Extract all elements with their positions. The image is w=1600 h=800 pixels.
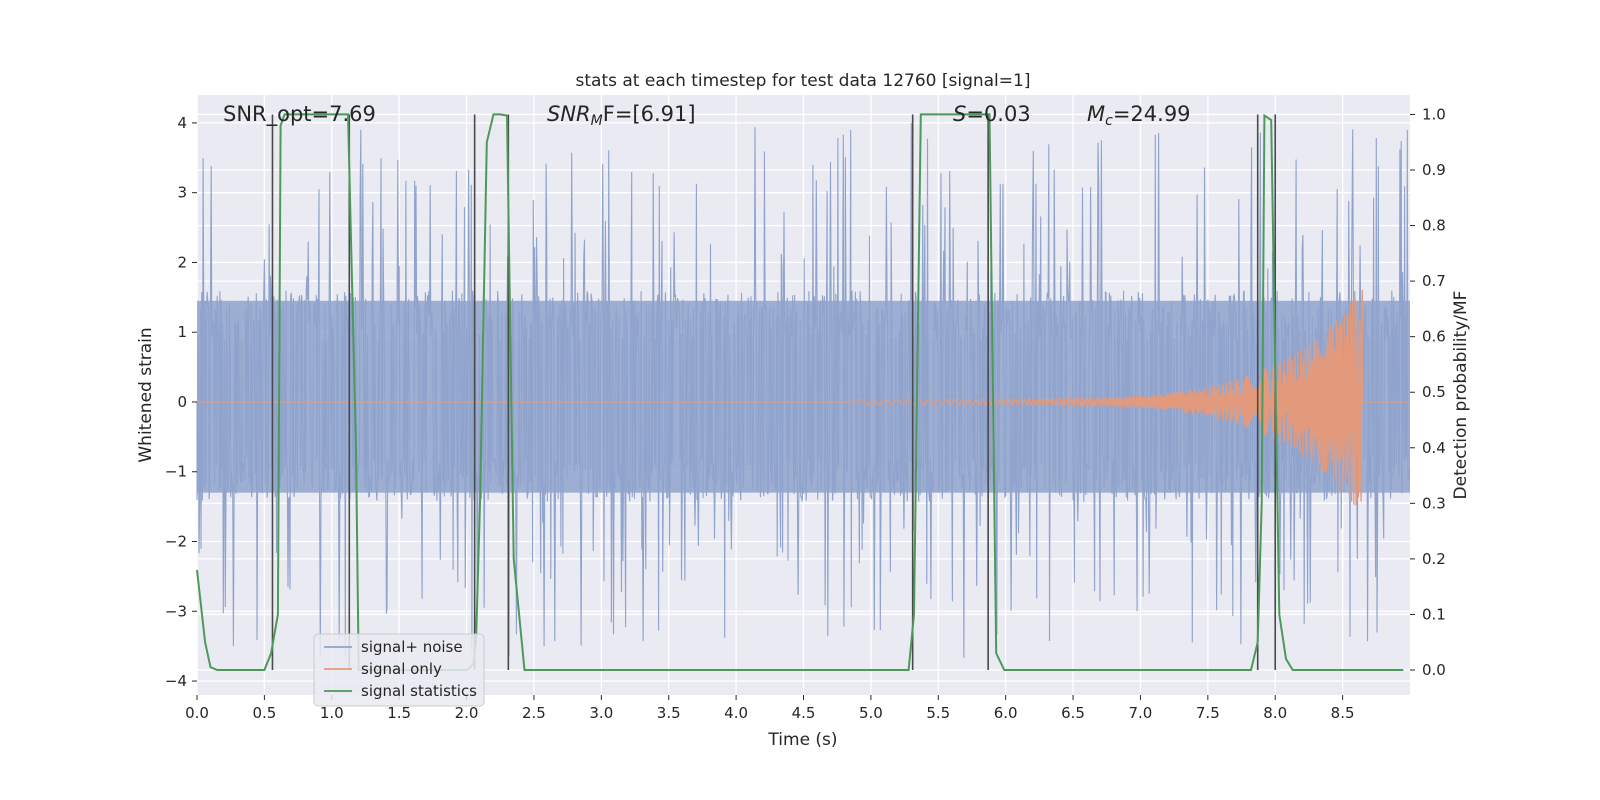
annotation-s-main: S: [953, 102, 966, 126]
y-right-tick-label: 0.3: [1422, 494, 1446, 512]
y-left-tick-label: 0: [177, 393, 187, 411]
annotation-snr-mf: SNRMF=[6.91]: [547, 102, 696, 129]
signal-noise-line: [196, 122, 1411, 659]
annotation-mc-main: M: [1087, 102, 1105, 126]
legend-label-signal-only: signal only: [361, 660, 442, 678]
y-left-tick-label: 1: [177, 323, 187, 341]
legend: signal+ noise signal only signal statist…: [313, 633, 485, 707]
y-right-tick-label: 0.9: [1422, 161, 1446, 179]
y-right-tick-label: 0.1: [1422, 605, 1446, 623]
annotation-snr-mf-rest: F=[6.91]: [603, 102, 696, 126]
x-tick-label: 0.5: [252, 704, 276, 722]
x-tick-label: 7.5: [1196, 704, 1220, 722]
x-tick-label: 0.0: [185, 704, 209, 722]
y-left-tick-label: −4: [165, 672, 187, 690]
x-tick-label: 3.0: [589, 704, 613, 722]
x-tick-label: 4.0: [724, 704, 748, 722]
annotation-mc-rest: =24.99: [1113, 102, 1191, 126]
y-right-tick-label: 0.6: [1422, 328, 1446, 346]
y-right-axis-label: Detection probability/MF: [1451, 291, 1471, 500]
y-right-tick-label: 0.7: [1422, 272, 1446, 290]
signal-only-line: [197, 289, 1410, 506]
legend-label-signal-statistics: signal statistics: [361, 682, 477, 700]
annotation-snr-mf-main: SNR: [547, 102, 591, 126]
y-right-tick-label: 0.2: [1422, 550, 1446, 568]
x-tick-label: 5.5: [926, 704, 950, 722]
legend-box: [313, 633, 485, 707]
chart-title: stats at each timestep for test data 127…: [576, 71, 1031, 91]
x-tick-label: 5.0: [859, 704, 883, 722]
x-tick-label: 3.5: [657, 704, 681, 722]
x-tick-label: 6.5: [1061, 704, 1085, 722]
y-right-tick-label: 0.4: [1422, 439, 1446, 457]
x-tick-label: 1.0: [320, 704, 344, 722]
y-left-tick-label: 2: [177, 253, 187, 271]
x-tick-label: 7.0: [1129, 704, 1153, 722]
x-tick-label: 1.5: [387, 704, 411, 722]
y-right-axis-ticks: 1.0 0.9 0.8 0.7 0.6 0.5 0.4 0.3 0.2 0.1 0.0: [1410, 105, 1446, 679]
x-tick-label: 2.0: [455, 704, 479, 722]
signal-only-series: [197, 289, 1410, 506]
y-right-tick-label: 0.0: [1422, 661, 1446, 679]
annotation-snr-opt: SNR_opt=7.69: [223, 102, 376, 127]
signal-statistics-line: [196, 113, 1404, 671]
y-left-axis-label: Whitened strain: [136, 327, 156, 462]
annotation-mc-sub: c: [1105, 113, 1113, 129]
signal-statistics-series: [196, 113, 1404, 671]
annotation-snr-mf-sub: M: [591, 113, 603, 129]
y-left-tick-label: −2: [165, 533, 187, 551]
y-right-tick-label: 1.0: [1422, 105, 1446, 123]
annotation-s-rest: =0.03: [966, 102, 1030, 126]
y-right-tick-label: 0.5: [1422, 383, 1446, 401]
x-tick-label: 6.0: [994, 704, 1018, 722]
legend-label-signal-noise: signal+ noise: [361, 638, 463, 656]
x-tick-label: 4.5: [792, 704, 816, 722]
x-tick-label: 8.5: [1331, 704, 1355, 722]
y-left-tick-label: 4: [177, 114, 187, 132]
x-axis-ticks: 0.0 0.5 1.0 1.5 2.0 2.5 3.0 3.5 4.0 4.5 5.0 5.5 6.0 6…: [185, 695, 1355, 722]
x-axis-label: Time (s): [767, 730, 837, 750]
y-right-tick-label: 0.8: [1422, 217, 1446, 235]
y-left-axis-ticks: 4 3 2 1 0 −1 −2 −3 −4: [165, 114, 197, 690]
y-left-tick-label: −1: [165, 463, 187, 481]
y-left-tick-label: −3: [165, 602, 187, 620]
y-left-tick-label: 3: [177, 184, 187, 202]
x-tick-label: 8.0: [1263, 704, 1287, 722]
x-tick-label: 2.5: [522, 704, 546, 722]
annotation-mc: Mc=24.99: [1087, 102, 1191, 129]
annotation-s: S=0.03: [953, 102, 1031, 126]
